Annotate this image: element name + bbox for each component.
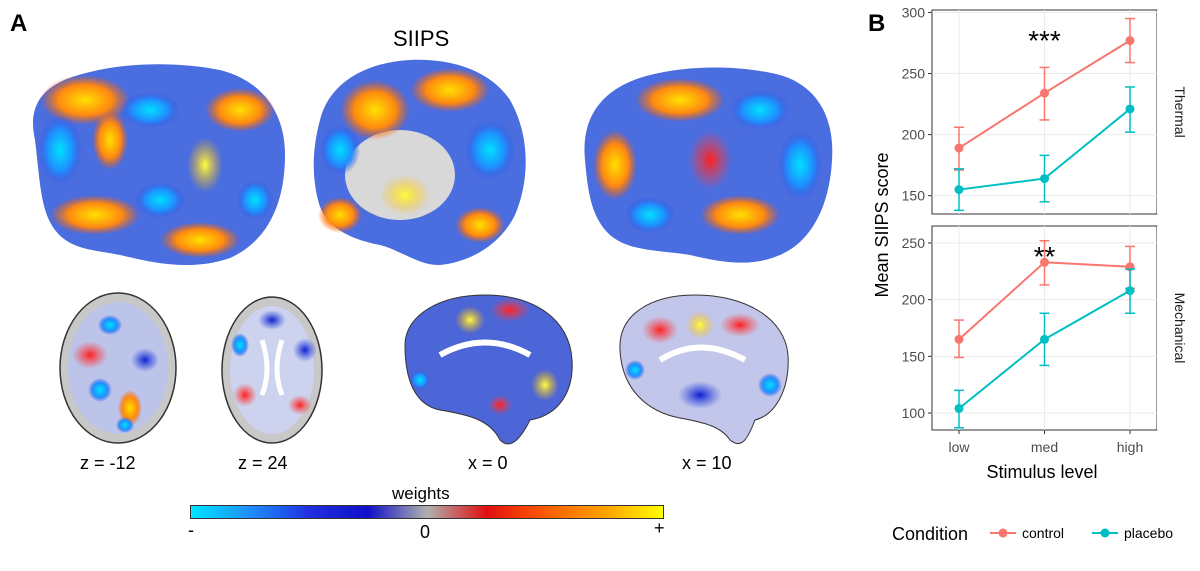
y-tick-label: 300 — [902, 4, 926, 20]
panel-a-title: SIIPS — [393, 26, 450, 51]
data-point — [954, 143, 964, 153]
facet-strip-label: Thermal — [1172, 86, 1188, 137]
y-axis-label: Mean SIIPS score — [872, 152, 892, 297]
slice-sagittal-x0 — [404, 294, 573, 445]
x-tick-label: low — [948, 439, 970, 455]
data-point — [1125, 36, 1135, 46]
colorbar — [190, 505, 664, 519]
colorbar-min-label: - — [188, 520, 194, 540]
data-point — [1125, 286, 1135, 296]
facet-strip — [1157, 10, 1197, 214]
data-point — [1040, 257, 1049, 267]
significance-annotation: ** — [1034, 241, 1056, 272]
legend-marker — [998, 528, 1008, 538]
facet-mechanical: 100 150 200 250 ** Mechanical low med high — [902, 225, 1197, 455]
facet-strip-label: Mechanical — [1172, 293, 1188, 364]
data-point — [1125, 104, 1135, 114]
y-tick-label: 250 — [902, 66, 926, 82]
legend-title: Condition — [892, 524, 968, 544]
slice-label-1: z = -12 — [80, 453, 136, 473]
data-point — [954, 185, 964, 195]
brain-medial — [313, 59, 526, 266]
slice-axial-z24 — [221, 296, 323, 444]
y-tick-label: 200 — [902, 292, 926, 308]
slice-label-3: x = 0 — [468, 453, 508, 473]
panel-b-label: B — [868, 10, 886, 37]
x-tick-label: high — [1117, 439, 1143, 455]
slice-label-2: z = 24 — [238, 453, 288, 473]
y-tick-label: 200 — [902, 127, 926, 143]
legend-entry-placebo: placebo — [1092, 525, 1173, 541]
slice-sagittal-x10 — [619, 294, 789, 445]
y-tick-label: 150 — [902, 348, 926, 364]
series-placebo — [954, 268, 1135, 429]
legend-label: placebo — [1124, 525, 1173, 541]
x-axis-label: Stimulus level — [986, 462, 1097, 482]
series-control — [954, 17, 1135, 171]
y-tick-label: 150 — [902, 188, 926, 204]
colorbar-max-label: + — [654, 518, 665, 538]
brain-renderings — [33, 59, 833, 445]
facet-thermal: 150 200 250 300 *** Thermal — [902, 4, 1197, 215]
data-point — [1040, 88, 1049, 98]
brain-lateral-right — [584, 67, 833, 263]
colorbar-title: weights — [392, 484, 450, 503]
significance-annotation: *** — [1028, 25, 1061, 56]
x-tick-label: med — [1031, 439, 1058, 455]
facet-strip — [1157, 226, 1197, 430]
slice-label-4: x = 10 — [682, 453, 732, 473]
data-point — [954, 334, 964, 344]
data-point — [954, 403, 964, 413]
data-point — [1040, 174, 1049, 184]
y-tick-label: 100 — [902, 405, 926, 421]
data-point — [1040, 334, 1049, 344]
panel-a-label: A — [10, 10, 28, 37]
y-tick-label: 250 — [902, 235, 926, 251]
legend-label: control — [1022, 525, 1064, 541]
colorbar-mid-label: 0 — [420, 522, 431, 542]
slice-axial-z-12 — [59, 292, 177, 444]
brain-lateral-left — [33, 64, 286, 266]
series-placebo — [954, 86, 1135, 212]
legend-marker — [1100, 528, 1110, 538]
legend-entry-control: control — [990, 525, 1064, 541]
line-chart: 150 200 250 300 *** Thermal 100 150 200 250 ** Mech… — [872, 4, 1197, 544]
